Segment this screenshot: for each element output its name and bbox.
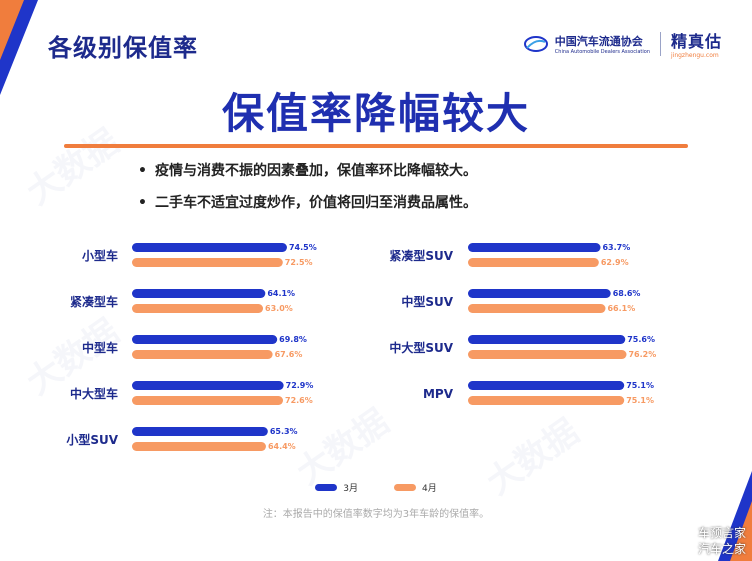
data-label: 65.3% [270,427,298,436]
data-label: 74.5% [289,243,317,252]
category-label: 紧凑型车 [70,294,118,309]
page-title: 各级别保值率 [48,34,198,62]
bar-march [132,381,284,390]
cada-name: 中国汽车流通协会 [554,34,643,48]
bar-march [468,243,601,252]
cada-mark-icon [523,34,549,54]
bullet-dot: • [138,195,147,211]
data-label: 75.1% [626,396,654,405]
bar-april [132,258,283,267]
source-mark-line: 汽车之家 [697,542,746,556]
bar-april [468,396,625,405]
jzg-logo: 精真估 jingzhengu.com [671,28,722,59]
data-label: 72.9% [286,381,314,390]
bar-april [468,304,606,313]
data-label: 66.1% [607,304,635,313]
data-label: 67.6% [275,350,303,359]
legend-swatch-april [394,484,416,491]
category-label: 中型SUV [401,294,453,309]
bar-april [132,396,284,405]
bar-march [468,335,626,344]
data-label: 69.8% [279,335,307,344]
cada-logo: 中国汽车流通协会 China Automobile Dealers Associ… [523,33,650,55]
data-label: 76.2% [628,350,656,359]
legend-label: 4月 [422,484,437,494]
bar-march [132,427,268,436]
legend-label: 3月 [343,484,358,494]
corner-stripe-bottom-right [730,501,752,561]
category-label: 小型SUV [66,432,118,447]
category-label: MPV [423,387,454,401]
bar-march [132,335,278,344]
footnote: 注：本报告中的保值率数字均为3年车龄的保值率。 [262,509,490,520]
legend-swatch-march [315,484,338,491]
bullet-dot: • [138,163,147,179]
data-label: 72.5% [285,258,313,267]
source-watermark: 车预言家 汽车之家 [698,525,746,557]
data-label: 72.6% [285,396,313,405]
bar-march [468,381,625,390]
legend-item-april: 4月 [394,481,437,494]
category-label: 中型车 [82,340,118,355]
data-label: 68.6% [613,289,641,298]
logo-divider [659,31,661,56]
data-label: 63.0% [265,304,293,313]
jzg-url: jingzhengu.com [670,52,719,59]
source-mark-line: 车预言家 [697,526,746,540]
bullet-list: • 疫情与消费不振的因素叠加，保值率环比降幅较大。 • 二手车不适宜过度炒作，价值将… [138,160,477,224]
category-label: 中大型SUV [389,340,453,355]
bullet-text: 二手车不适宜过度炒作，价值将回归至消费品属性。 [154,195,477,211]
category-label: 中大型车 [70,386,118,401]
data-label: 64.4% [268,442,296,451]
main-title: 保值率降幅较大 [221,89,530,138]
bar-april [468,350,627,359]
bar-april [468,258,599,267]
bullet-item: • 疫情与消费不振的因素叠加，保值率环比降幅较大。 [138,160,477,180]
data-label: 75.6% [627,335,655,344]
watermark: 大数据 [289,401,397,494]
corner-stripe-top-left [0,0,24,60]
bar-april [132,442,266,451]
legend: 3月 4月 [0,481,752,494]
data-label: 75.1% [626,381,654,390]
bar-april [132,350,273,359]
bar-march [132,289,266,298]
jzg-name: 精真估 [670,32,722,51]
cada-english-name: China Automobile Dealers Association [554,48,650,55]
logo-area: 中国汽车流通协会 China Automobile Dealers Associ… [523,28,722,59]
bar-march [468,289,611,298]
bullet-item: • 二手车不适宜过度炒作，价值将回归至消费品属性。 [138,192,477,212]
title-underline [64,144,688,148]
data-label: 63.7% [602,243,630,252]
category-label: 小型车 [82,248,118,263]
watermark: 大数据 [19,311,127,404]
data-label: 62.9% [601,258,629,267]
legend-item-march: 3月 [315,481,358,494]
data-label: 64.1% [267,289,295,298]
bar-april [132,304,264,313]
category-label: 紧凑型SUV [389,248,453,263]
bar-march [132,243,287,252]
bullet-text: 疫情与消费不振的因素叠加，保值率环比降幅较大。 [154,163,477,179]
